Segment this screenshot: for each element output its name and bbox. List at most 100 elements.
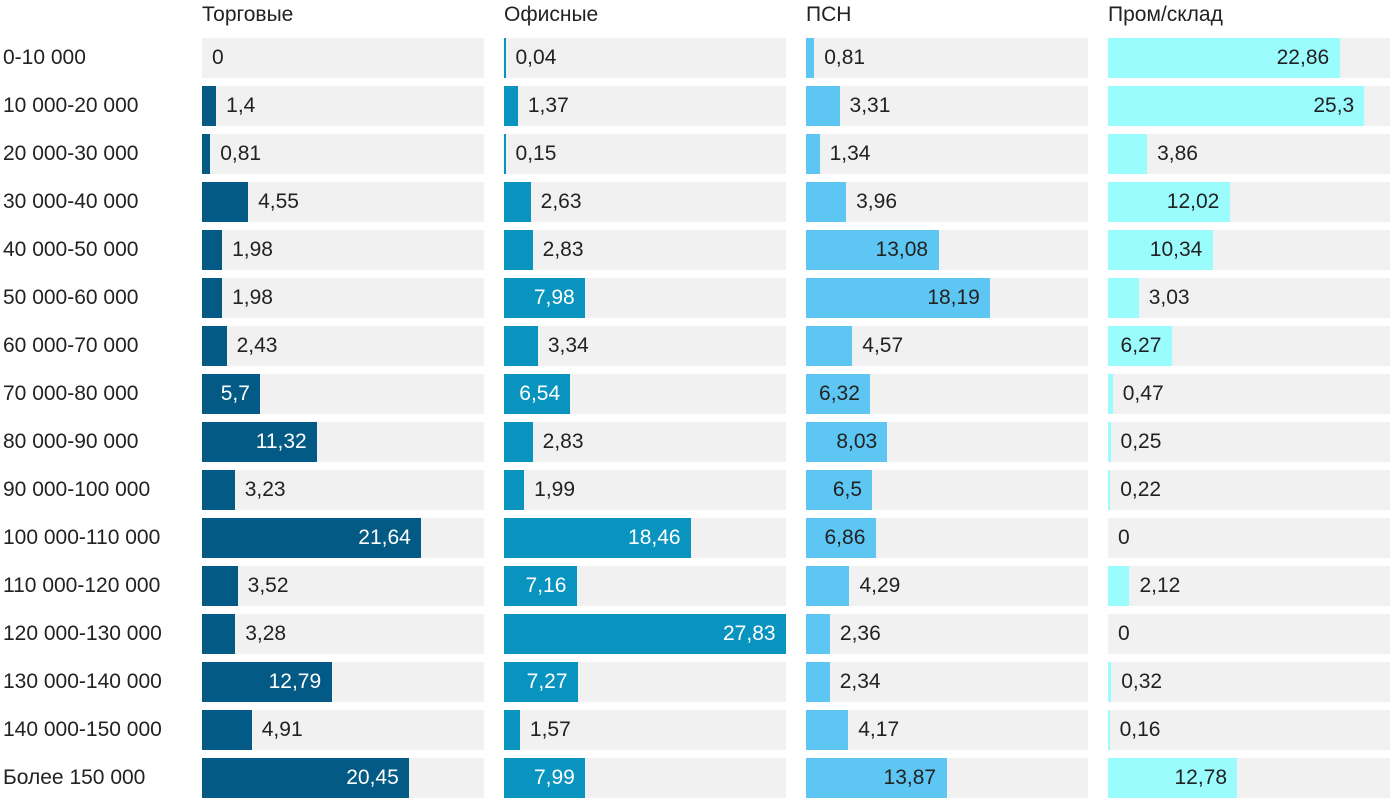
bar: [202, 86, 217, 126]
data-label: 0,16: [1119, 718, 1161, 741]
data-label: 21,64: [358, 526, 411, 549]
bar: [806, 134, 820, 174]
bar-track: 3,28: [202, 614, 484, 654]
bar-track: 4,91: [202, 710, 484, 750]
data-label: 22,86: [1276, 46, 1330, 69]
data-label: 2,34: [839, 670, 881, 693]
bar: [806, 422, 888, 462]
bar: [202, 614, 236, 654]
data-label: 6,54: [519, 382, 561, 405]
data-label: 0,81: [220, 142, 262, 165]
bar: [504, 710, 520, 750]
bar: [202, 326, 227, 366]
data-label: 3,31: [849, 94, 891, 117]
bar-track: 7,98: [504, 278, 786, 318]
bar: [806, 278, 991, 318]
data-label: 4,29: [859, 574, 901, 597]
data-label: 6,86: [824, 526, 866, 549]
data-label: 2,83: [542, 430, 584, 453]
data-label: 13,87: [883, 766, 937, 789]
bar: [806, 374, 871, 414]
row-label: 20 000-30 000: [3, 142, 139, 165]
bar: [1108, 86, 1365, 126]
bar: [504, 614, 786, 654]
row-label: 90 000-100 000: [3, 478, 151, 501]
row-label: 50 000-60 000: [3, 286, 139, 309]
bar-track: 1,4: [202, 86, 484, 126]
data-label: 3,28: [245, 622, 287, 645]
data-label: 5,7: [220, 382, 250, 405]
bar-track: 25,3: [1108, 86, 1390, 126]
bar-track: 0: [202, 38, 484, 78]
bar-track: 7,99: [504, 758, 786, 798]
bar: [1108, 230, 1213, 270]
bar-track: 8,03: [806, 422, 1088, 462]
row-label: 80 000-90 000: [3, 430, 139, 453]
bar: [806, 566, 850, 606]
data-label: 12,78: [1174, 766, 1228, 789]
bar: [1108, 710, 1110, 750]
bar-track: 2,12: [1108, 566, 1390, 606]
data-label: 4,17: [858, 718, 900, 741]
row-label: 130 000-140 000: [3, 670, 162, 693]
bar-track: 3,23: [202, 470, 484, 510]
data-label: 0,81: [824, 46, 866, 69]
bar: [504, 326, 538, 366]
data-label: 1,98: [232, 286, 273, 309]
bar-track: 0,15: [504, 134, 786, 174]
bar-track: 4,29: [806, 566, 1088, 606]
bar: [806, 758, 947, 798]
bar: [202, 230, 223, 270]
bar-track: 2,43: [202, 326, 484, 366]
bar-track: 4,17: [806, 710, 1088, 750]
bar: [1108, 38, 1340, 78]
data-label: 3,52: [247, 574, 289, 597]
bar: [806, 710, 849, 750]
bar-track: 6,86: [806, 518, 1088, 558]
bar: [1108, 758, 1238, 798]
data-label: 7,98: [533, 286, 575, 309]
data-label: 1,4: [226, 94, 256, 117]
row-label: 100 000-110 000: [3, 526, 161, 549]
row-label: 10 000-20 000: [3, 94, 139, 117]
bar-track: 11,32: [202, 422, 484, 462]
bar: [504, 182, 531, 222]
bar: [806, 86, 840, 126]
data-label: 2,43: [236, 334, 278, 357]
data-label: 18,19: [927, 286, 980, 309]
bar-track: 6,5: [806, 470, 1088, 510]
bar-track: 3,34: [504, 326, 786, 366]
bar-track: 2,83: [504, 230, 786, 270]
bar-track: 3,31: [806, 86, 1088, 126]
bar: [1108, 422, 1111, 462]
row-label: 110 000-120 000: [3, 574, 161, 597]
bar-track: 7,16: [504, 566, 786, 606]
bar-track: 3,86: [1108, 134, 1390, 174]
data-label: 0: [1118, 526, 1130, 549]
data-label: 1,37: [527, 94, 569, 117]
bar-track: 0,22: [1108, 470, 1390, 510]
bar-track: 22,86: [1108, 38, 1390, 78]
data-label: 12,02: [1166, 190, 1220, 213]
bar-track: 12,78: [1108, 758, 1390, 798]
data-label: 10,34: [1149, 238, 1203, 261]
data-label: 4,91: [261, 718, 303, 741]
data-label: 2,63: [540, 190, 582, 213]
bar: [1108, 134, 1148, 174]
bar-track: 0,81: [806, 38, 1088, 78]
bar: [504, 518, 692, 558]
bar-track: 4,55: [202, 182, 484, 222]
data-label: 6,27: [1120, 334, 1162, 357]
bar-track: 13,08: [806, 230, 1088, 270]
data-label: 7,16: [525, 574, 567, 597]
data-label: 18,46: [628, 526, 681, 549]
bar: [1108, 182, 1230, 222]
data-label: 0: [1118, 622, 1130, 645]
bar: [202, 518, 422, 558]
bar-track: 1,57: [504, 710, 786, 750]
bar-track: 18,46: [504, 518, 786, 558]
row-label: 120 000-130 000: [3, 622, 162, 645]
bar-track: 1,37: [504, 86, 786, 126]
data-label: 1,98: [232, 238, 273, 261]
bar-track: 20,45: [202, 758, 484, 798]
